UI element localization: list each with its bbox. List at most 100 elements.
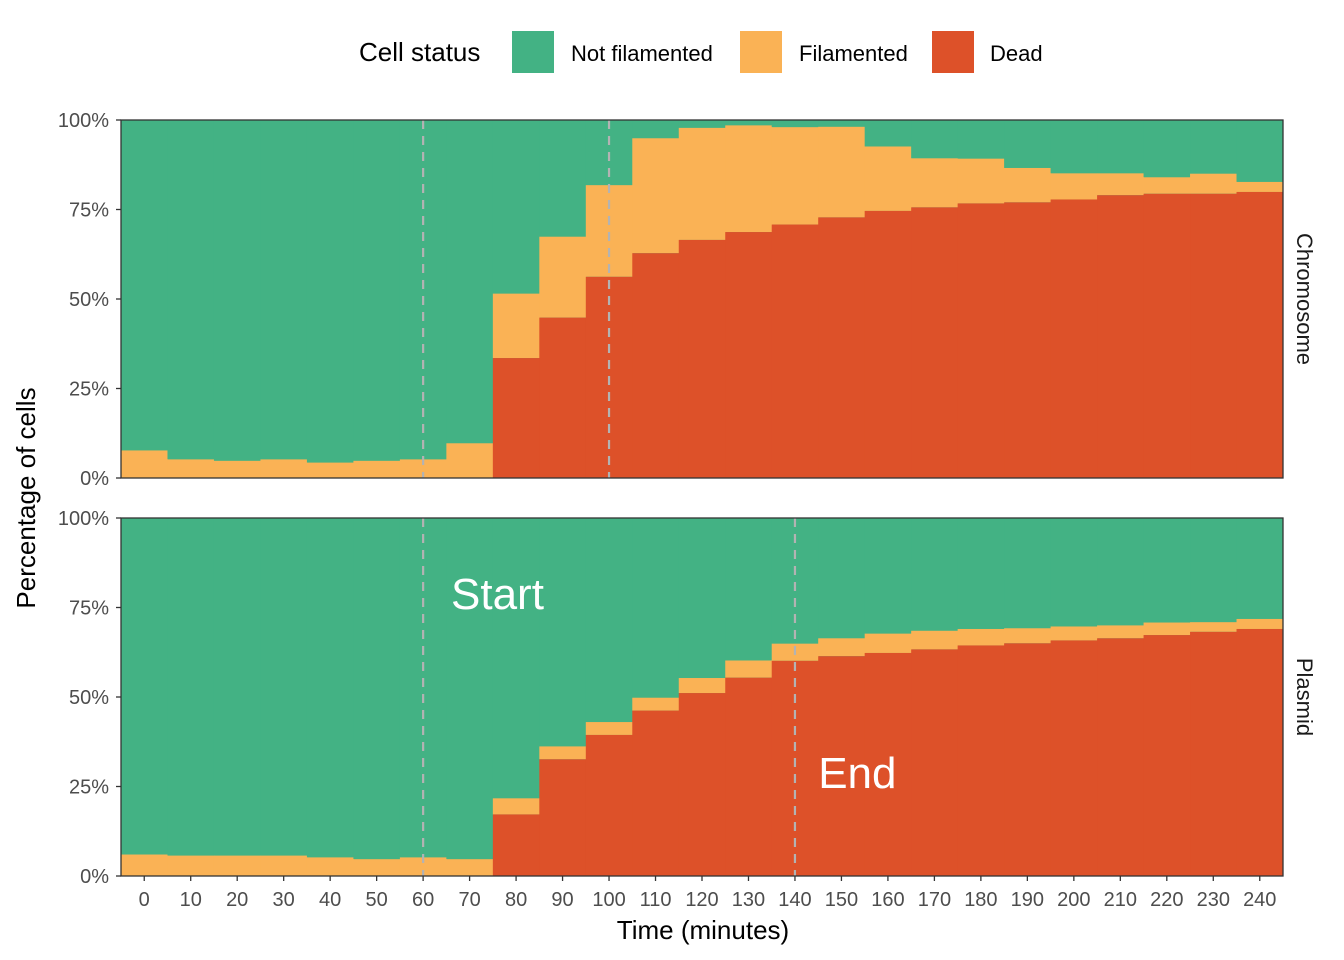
bar-filamented xyxy=(632,138,680,254)
bar-not-filamented xyxy=(1097,518,1144,626)
bar-filamented xyxy=(585,722,633,735)
legend-label-dead: Dead xyxy=(990,41,1043,66)
bar-filamented xyxy=(771,127,819,225)
x-tick-label: 90 xyxy=(551,889,573,911)
bar-dead xyxy=(1236,191,1284,478)
x-tick-label: 130 xyxy=(732,889,765,911)
bar-filamented xyxy=(864,633,912,653)
bar-not-filamented xyxy=(446,120,493,444)
y-tick-label: 25% xyxy=(69,379,109,401)
x-tick-label: 60 xyxy=(412,889,434,911)
bar-filamented xyxy=(353,859,401,876)
y-tick-label: 75% xyxy=(69,200,109,222)
bar-dead xyxy=(1004,643,1052,876)
bar-filamented xyxy=(678,678,726,694)
bar-not-filamented xyxy=(957,518,1005,629)
bar-not-filamented xyxy=(1236,518,1283,619)
bar-not-filamented xyxy=(771,120,819,128)
bar-not-filamented xyxy=(632,120,679,139)
bar-filamented xyxy=(260,459,308,478)
x-tick-label: 220 xyxy=(1150,889,1183,911)
bar-not-filamented xyxy=(957,120,1005,159)
bar-filamented xyxy=(1050,626,1098,641)
x-tick-label: 80 xyxy=(505,889,527,911)
bar-filamented xyxy=(446,859,494,876)
bar-dead xyxy=(864,652,912,876)
bar-not-filamented xyxy=(1190,518,1237,623)
bar-filamented xyxy=(167,855,215,876)
y-tick-label: 100% xyxy=(58,110,109,132)
bar-not-filamented xyxy=(1236,120,1283,182)
bar-not-filamented xyxy=(585,518,633,723)
bar-filamented xyxy=(539,236,587,318)
bar-dead xyxy=(911,649,959,876)
bar-dead xyxy=(1190,193,1238,479)
bar-filamented xyxy=(1143,177,1191,194)
bar-filamented xyxy=(399,857,447,876)
bar-filamented xyxy=(632,697,680,711)
bar-filamented xyxy=(213,855,261,876)
y-axis-title: Percentage of cells xyxy=(11,387,41,608)
x-tick-label: 110 xyxy=(640,889,672,911)
bar-filamented xyxy=(1097,173,1145,196)
bar-not-filamented xyxy=(1097,120,1144,174)
bar-not-filamented xyxy=(818,518,865,639)
bar-dead xyxy=(818,217,866,478)
bar-filamented xyxy=(492,798,540,815)
strip-label-chromosome: Chromosome xyxy=(1292,233,1317,365)
bar-not-filamented xyxy=(167,120,214,460)
x-tick-label: 40 xyxy=(319,889,341,911)
x-tick-label: 170 xyxy=(918,889,951,911)
bar-not-filamented xyxy=(213,518,261,856)
x-axis: 0 10 20 30 40 50 60 70 80 90 100 110 120 130 140 150 160… xyxy=(139,876,1276,911)
bar-not-filamented xyxy=(1143,518,1191,623)
x-tick-label: 0 xyxy=(139,889,150,911)
x-tick-label: 230 xyxy=(1197,889,1230,911)
x-tick-label: 190 xyxy=(1011,889,1044,911)
bar-dead xyxy=(1004,202,1052,478)
x-tick-label: 30 xyxy=(273,889,295,911)
bar-filamented xyxy=(818,638,866,657)
bar-not-filamented xyxy=(306,120,354,463)
x-tick-label: 240 xyxy=(1243,889,1276,911)
panel-chromosome: 0% 25% 50% 75% 100% Chromosome xyxy=(58,110,1317,490)
bar-dead xyxy=(678,239,726,478)
x-tick-label: 10 xyxy=(180,889,202,911)
bar-filamented xyxy=(306,462,354,478)
bar-dead xyxy=(911,207,959,479)
panel-plasmid: Start End 0% 25% 50% 75% 100% Plasmid xyxy=(58,508,1317,888)
legend: Cell status Not filamented Filamented De… xyxy=(359,31,1043,73)
bar-filamented xyxy=(306,857,354,876)
bar-not-filamented xyxy=(678,518,726,679)
x-tick-label: 100 xyxy=(592,889,625,911)
bar-not-filamented xyxy=(725,518,772,661)
bar-not-filamented xyxy=(911,120,958,159)
bar-filamented xyxy=(911,630,959,650)
bar-filamented xyxy=(121,854,168,876)
bar-filamented xyxy=(957,158,1005,204)
bar-not-filamented xyxy=(121,518,168,855)
bar-filamented xyxy=(121,450,168,478)
bar-not-filamented xyxy=(632,518,679,698)
x-tick-label: 150 xyxy=(825,889,858,911)
bar-dead xyxy=(1236,628,1284,876)
bar-not-filamented xyxy=(492,518,540,799)
bar-filamented xyxy=(725,660,773,678)
x-tick-label: 120 xyxy=(685,889,718,911)
legend-label-not-filamented: Not filamented xyxy=(571,41,713,66)
bar-dead xyxy=(678,693,726,876)
bar-filamented xyxy=(911,158,959,208)
bar-filamented xyxy=(1004,628,1052,644)
bar-dead xyxy=(957,645,1005,876)
bar-filamented xyxy=(260,855,308,876)
bar-filamented xyxy=(1097,625,1145,639)
bar-dead xyxy=(1097,638,1145,876)
bar-not-filamented xyxy=(353,518,400,860)
bar-not-filamented xyxy=(167,518,214,856)
bar-dead xyxy=(492,814,540,876)
bar-not-filamented xyxy=(213,120,261,461)
bar-not-filamented xyxy=(725,120,772,126)
annotation-end: End xyxy=(818,749,896,798)
bar-filamented xyxy=(353,460,401,478)
